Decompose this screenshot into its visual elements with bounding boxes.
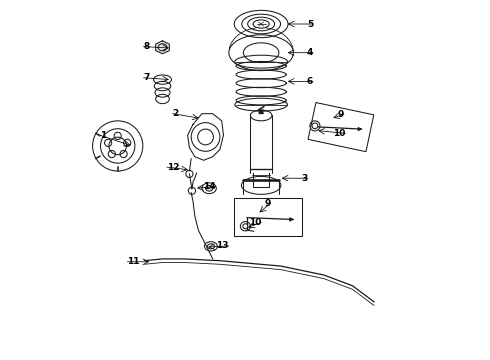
Ellipse shape [312, 123, 318, 129]
Bar [308, 103, 374, 152]
Text: 13: 13 [217, 242, 229, 251]
Text: 11: 11 [127, 257, 140, 266]
Text: 1: 1 [100, 131, 106, 140]
Ellipse shape [205, 185, 213, 191]
Text: 10: 10 [333, 129, 345, 138]
Text: 9: 9 [264, 199, 270, 208]
Text: 7: 7 [144, 73, 150, 82]
Ellipse shape [243, 224, 248, 229]
Text: 3: 3 [301, 174, 308, 183]
Text: 6: 6 [307, 77, 313, 86]
Polygon shape [156, 41, 170, 54]
Text: 14: 14 [203, 182, 216, 191]
Text: 4: 4 [307, 48, 313, 57]
Text: 2: 2 [172, 109, 179, 118]
Text: 8: 8 [144, 42, 150, 51]
Text: 10: 10 [249, 218, 261, 227]
Text: 9: 9 [338, 110, 344, 119]
Text: 5: 5 [307, 19, 313, 28]
Text: 12: 12 [167, 163, 179, 172]
Bar [234, 198, 302, 235]
